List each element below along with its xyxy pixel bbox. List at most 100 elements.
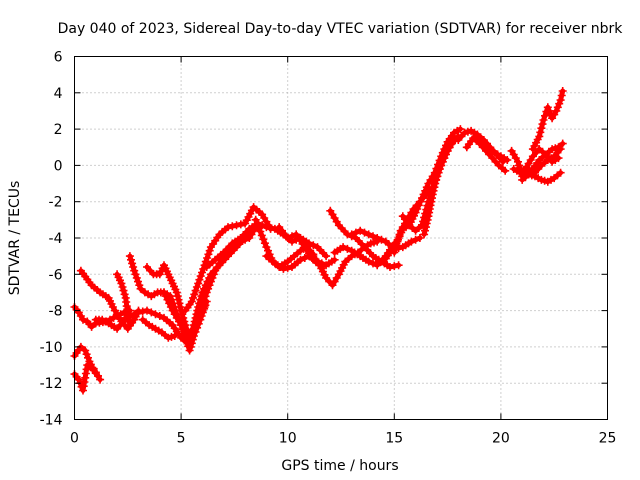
data-point xyxy=(543,103,552,112)
data-point xyxy=(82,350,91,359)
data-point xyxy=(136,284,145,293)
data-point xyxy=(430,183,439,192)
data-point xyxy=(163,295,172,304)
data-point xyxy=(160,288,168,297)
data-point xyxy=(147,308,156,317)
data-point xyxy=(283,234,292,242)
data-point xyxy=(545,106,554,115)
data-point xyxy=(190,290,199,299)
data-point xyxy=(197,304,206,312)
data-point xyxy=(135,281,144,290)
data-point xyxy=(172,288,181,297)
data-point xyxy=(555,99,564,108)
data-point xyxy=(262,243,271,252)
data-point xyxy=(309,241,318,250)
data-point xyxy=(322,252,331,261)
data-point xyxy=(515,161,523,170)
data-point xyxy=(456,125,465,134)
series-track-3 xyxy=(70,303,132,331)
data-point xyxy=(339,243,348,252)
data-point xyxy=(196,307,205,316)
data-point xyxy=(300,254,309,262)
y-tick-label: -8 xyxy=(49,304,63,320)
y-tick-label: -6 xyxy=(49,267,63,283)
data-point xyxy=(194,279,203,288)
data-point xyxy=(390,248,399,257)
data-point xyxy=(125,312,134,320)
data-point xyxy=(203,254,212,262)
data-point xyxy=(127,255,135,264)
x-tick-label: 25 xyxy=(599,431,617,447)
data-point xyxy=(131,270,140,279)
x-tick-label: 10 xyxy=(279,431,297,447)
data-point xyxy=(161,292,170,301)
data-point xyxy=(121,315,130,324)
data-point xyxy=(262,223,271,232)
data-point xyxy=(191,286,200,295)
data-point xyxy=(84,353,92,362)
chart-title: Day 040 of 2023, Sidereal Day-to-day VTE… xyxy=(58,21,624,37)
data-point xyxy=(81,346,90,355)
data-point xyxy=(208,273,217,282)
y-tick-label: -2 xyxy=(49,195,63,211)
data-point xyxy=(190,322,199,331)
data-point xyxy=(373,234,382,242)
data-point xyxy=(236,220,245,229)
series-track-18 xyxy=(326,206,403,271)
y-tick-label: -14 xyxy=(40,413,63,429)
data-point xyxy=(514,157,522,166)
data-point xyxy=(165,299,174,308)
series-track-32 xyxy=(522,139,567,179)
data-point xyxy=(501,166,510,175)
data-point xyxy=(232,221,241,230)
data-point xyxy=(129,263,138,271)
data-point xyxy=(195,275,204,284)
data-point xyxy=(176,303,185,311)
data-point xyxy=(411,235,420,244)
data-point xyxy=(556,96,565,105)
data-point xyxy=(74,375,83,384)
series-track-31 xyxy=(528,87,567,154)
x-tick-label: 5 xyxy=(177,431,186,447)
data-point xyxy=(132,273,141,282)
data-point xyxy=(151,310,160,319)
data-point xyxy=(435,165,444,173)
data-point xyxy=(79,315,87,324)
data-point xyxy=(166,303,175,311)
data-point xyxy=(557,91,566,100)
grid-layer xyxy=(74,56,608,420)
series-track-9 xyxy=(138,315,179,342)
data-point xyxy=(202,288,211,297)
data-point xyxy=(536,128,545,137)
data-point xyxy=(198,268,206,277)
data-point xyxy=(360,228,369,237)
data-point xyxy=(347,230,356,239)
data-point xyxy=(130,266,139,275)
data-point xyxy=(120,290,129,299)
plot-frame xyxy=(74,56,608,420)
data-point xyxy=(251,215,260,224)
data-point xyxy=(209,270,218,279)
data-point xyxy=(185,333,194,342)
data-point xyxy=(206,277,215,286)
data-point xyxy=(394,261,403,270)
data-point xyxy=(538,120,547,129)
x-tick-label: 15 xyxy=(385,431,403,447)
data-point xyxy=(253,219,262,228)
data-point xyxy=(386,263,394,271)
data-point xyxy=(503,156,512,164)
data-point xyxy=(187,297,196,306)
data-point xyxy=(189,326,197,335)
data-point xyxy=(259,235,268,244)
data-point xyxy=(224,223,232,232)
data-point xyxy=(552,106,561,115)
data-point xyxy=(296,255,305,264)
data-point xyxy=(201,292,210,301)
data-point xyxy=(118,283,127,291)
data-point xyxy=(437,157,446,166)
data-point xyxy=(421,226,429,235)
data-point xyxy=(393,237,402,246)
data-point xyxy=(558,139,567,148)
data-point xyxy=(200,296,209,305)
